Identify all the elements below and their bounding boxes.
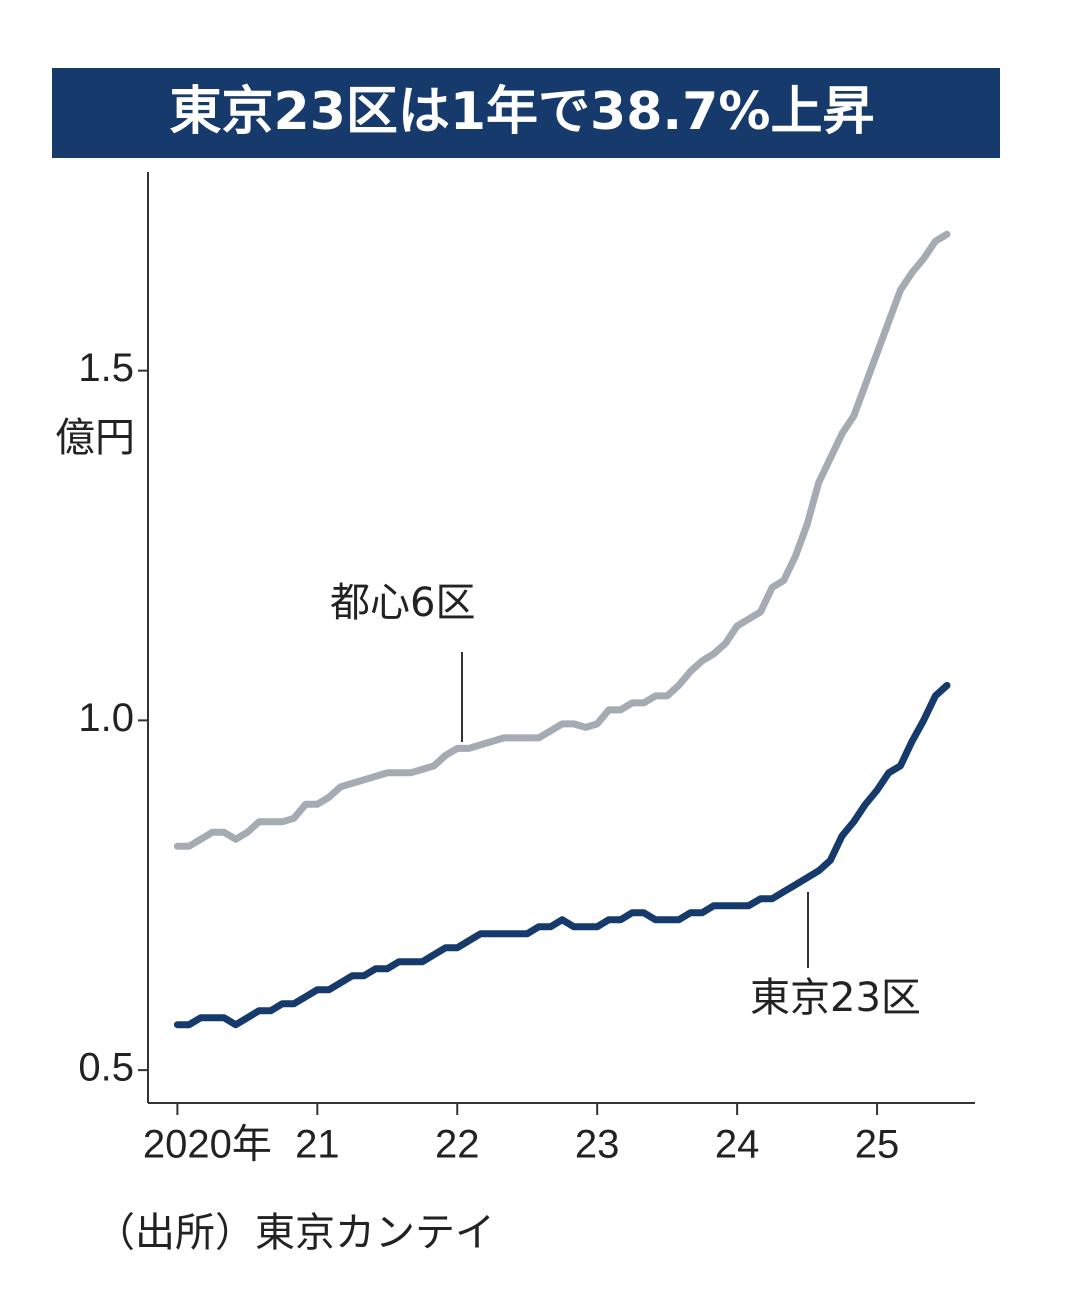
x-tick-label: 23 — [575, 1123, 620, 1167]
x-tick-label: 21 — [295, 1123, 340, 1167]
series-line — [173, 681, 951, 1029]
y-tick-label: 1.0 — [78, 696, 134, 740]
series-label: 東京23区 — [750, 975, 921, 1021]
y-tick-label: 0.5 — [78, 1046, 134, 1090]
source: （出所）東京カンテイ — [95, 1210, 495, 1256]
x-tick-label: 2020年 — [143, 1123, 272, 1167]
x-tick-label: 24 — [715, 1123, 760, 1167]
series-label: 都心6区 — [330, 580, 475, 626]
chart-title: 東京23区は1年で38.7%上昇 — [170, 82, 875, 142]
title-bar — [52, 68, 1000, 158]
y-tick-label: 1.5 — [78, 346, 134, 390]
series-line — [173, 230, 951, 850]
x-tick-label: 22 — [435, 1123, 480, 1167]
y-unit: 億円 — [55, 415, 135, 461]
x-tick-label: 25 — [855, 1123, 900, 1167]
